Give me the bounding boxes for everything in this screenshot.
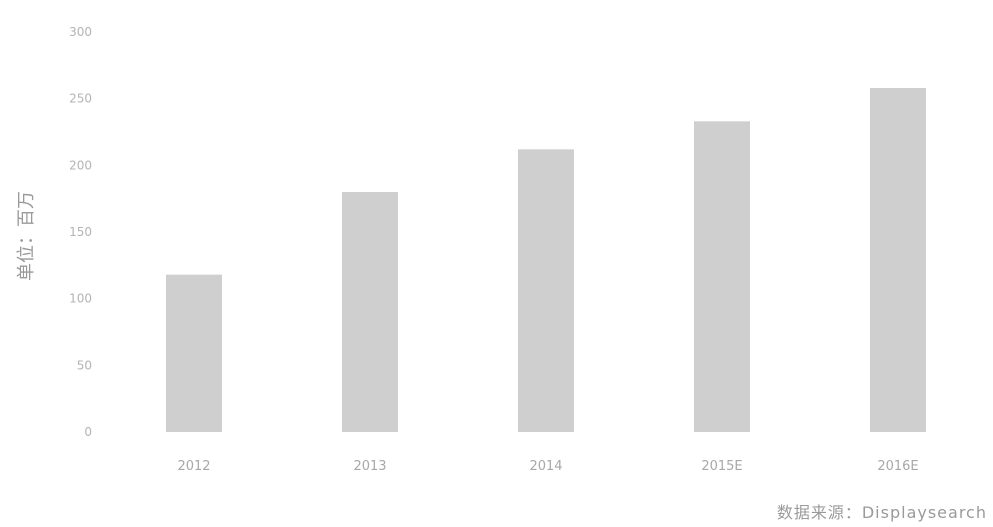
x-tick-label: 2015E bbox=[701, 459, 742, 474]
bar-2016E bbox=[870, 88, 926, 432]
y-tick-label: 300 bbox=[69, 25, 92, 39]
x-tick-label: 2016E bbox=[877, 459, 918, 474]
bar-2012 bbox=[166, 274, 222, 432]
y-axis-label: 单位：百万 bbox=[16, 191, 37, 281]
bar-2014 bbox=[518, 149, 574, 433]
y-tick-label: 0 bbox=[84, 425, 92, 439]
x-axis-labels: 2012 2013 2014 2015E 2016E bbox=[177, 459, 918, 474]
y-axis-ticks: 0 50 100 150 200 250 300 bbox=[69, 25, 92, 439]
y-tick-label: 200 bbox=[69, 158, 92, 172]
x-tick-label: 2013 bbox=[353, 459, 386, 474]
y-tick-label: 250 bbox=[69, 92, 92, 106]
y-tick-label: 150 bbox=[69, 225, 92, 239]
source-note: 数据来源：Displaysearch bbox=[776, 503, 987, 522]
y-tick-label: 100 bbox=[69, 292, 92, 306]
bar-2015E bbox=[694, 121, 750, 432]
bars bbox=[166, 88, 926, 433]
y-tick-label: 50 bbox=[77, 358, 92, 372]
x-tick-label: 2012 bbox=[177, 459, 210, 474]
x-tick-label: 2014 bbox=[529, 459, 562, 474]
bar-2013 bbox=[342, 192, 398, 432]
